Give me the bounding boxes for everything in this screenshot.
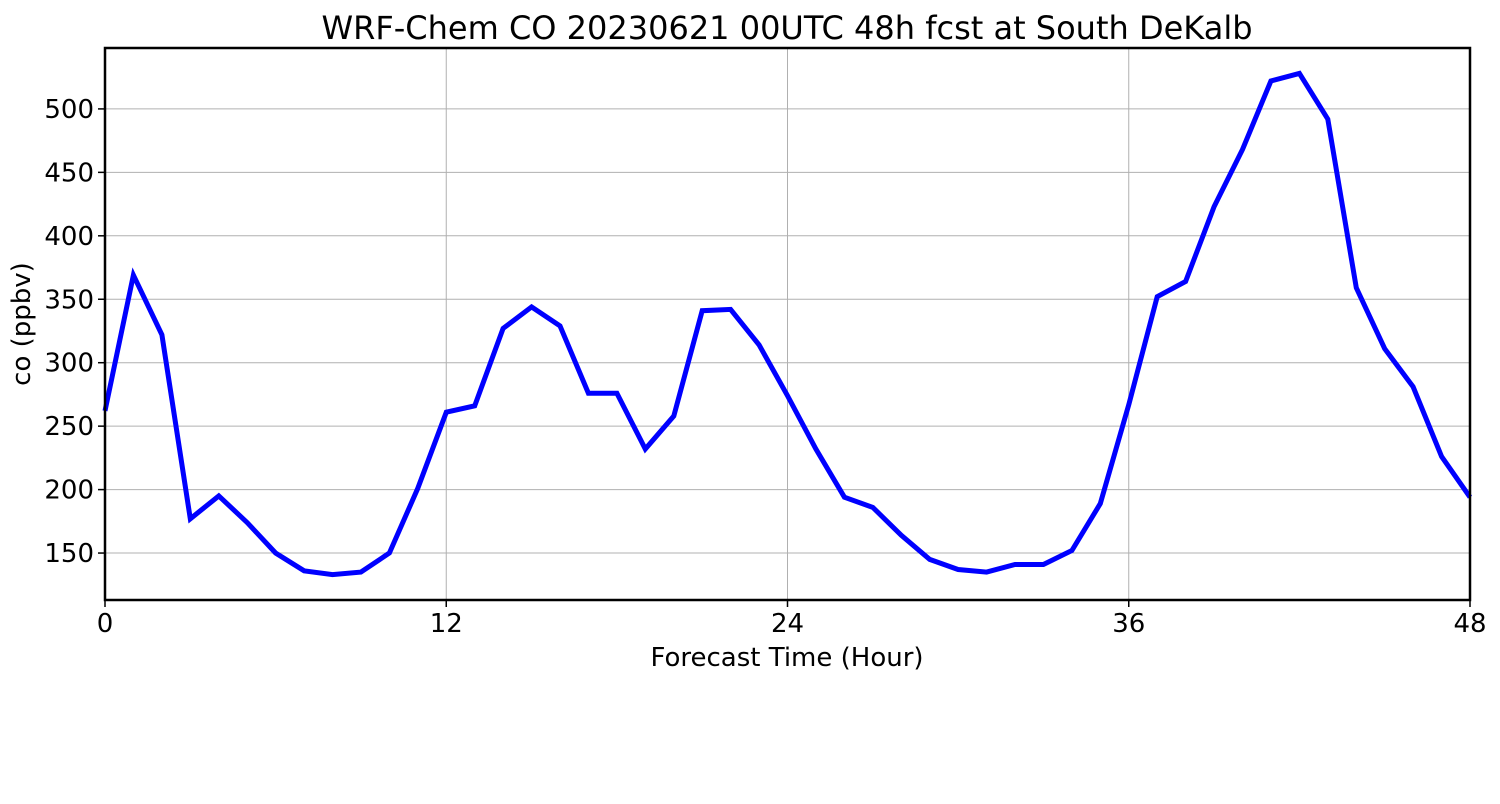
x-tick-label: 24: [771, 609, 804, 639]
y-tick-label: 300: [44, 349, 94, 379]
y-tick-label: 350: [44, 285, 94, 315]
series-line: [102, 70, 1473, 578]
y-tick-label: 200: [44, 476, 94, 506]
y-tick-label: 450: [44, 158, 94, 188]
y-axis-label: co (ppbv): [7, 262, 37, 386]
x-axis-label: Forecast Time (Hour): [650, 643, 923, 673]
y-tick-label: 500: [44, 95, 94, 125]
series-layer: [102, 70, 1473, 578]
grid-lines: [105, 48, 1470, 600]
x-tick-label: 12: [430, 609, 463, 639]
x-tick-label: 36: [1112, 609, 1145, 639]
x-tick-label: 0: [97, 609, 114, 639]
y-tick-label: 400: [44, 222, 94, 252]
y-tick-label: 250: [44, 412, 94, 442]
y-tick-label: 150: [44, 539, 94, 569]
axis-ticks: 0 12 24 36 48 150 200 250 300 350 400 450 500: [44, 95, 1486, 639]
x-tick-label: 48: [1453, 609, 1486, 639]
chart-title: WRF-Chem CO 20230621 00UTC 48h fcst at S…: [321, 9, 1252, 47]
